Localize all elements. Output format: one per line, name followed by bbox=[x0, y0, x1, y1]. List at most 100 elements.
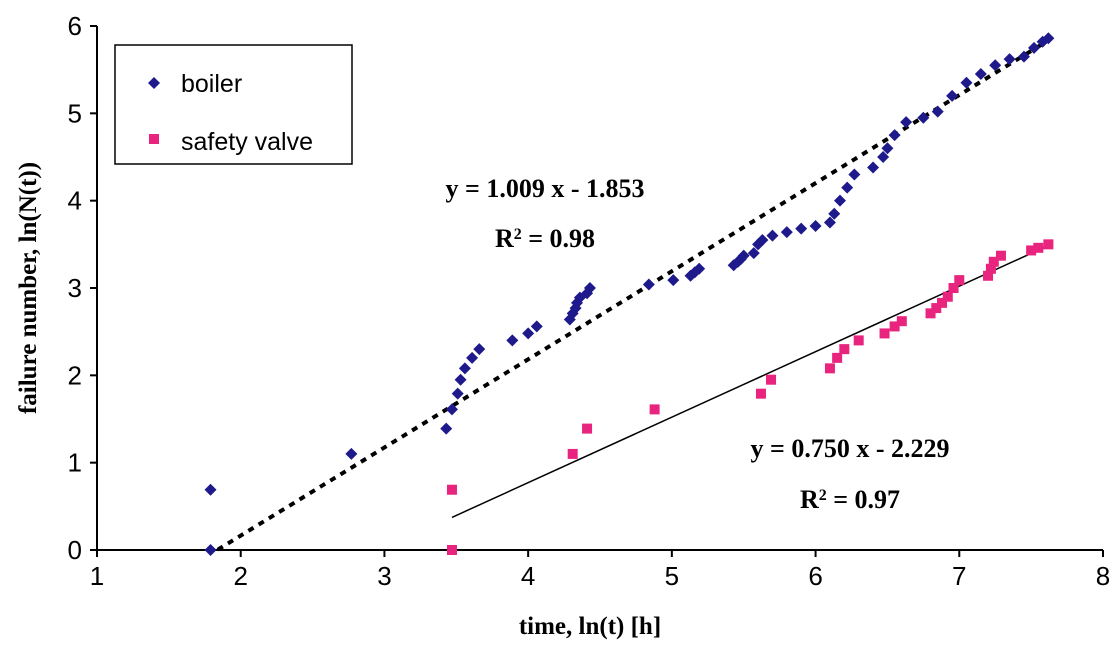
boiler-point bbox=[780, 226, 793, 239]
boiler-point bbox=[737, 249, 750, 262]
y-tick-label: 1 bbox=[68, 448, 82, 478]
y-tick-label: 6 bbox=[68, 11, 82, 41]
boiler-point bbox=[522, 327, 535, 340]
legend-safety-valve-label: safety valve bbox=[181, 128, 313, 156]
legend: boiler safety valve bbox=[114, 44, 353, 165]
boiler-point bbox=[974, 68, 987, 81]
boiler-point bbox=[454, 373, 467, 386]
boiler-point bbox=[946, 89, 959, 102]
safety-valve-point bbox=[582, 423, 593, 434]
boiler-point bbox=[795, 222, 808, 235]
boiler-r2-text: R2 = 0.98 bbox=[495, 224, 595, 253]
boiler-point bbox=[204, 544, 217, 556]
safety-valve-point bbox=[995, 250, 1006, 261]
safety-valve-trend-equation: y = 0.750 x - 2.229 R2 = 0.97 bbox=[751, 434, 950, 514]
x-tick-label: 3 bbox=[377, 561, 391, 591]
boiler-point bbox=[888, 129, 901, 142]
safety-valve-r2-text: R2 = 0.97 bbox=[800, 485, 900, 514]
x-axis-title: time, ln(t) [h] bbox=[519, 613, 661, 640]
y-axis-title: failure number, ln(N(t)) bbox=[15, 162, 42, 414]
safety-valve-point bbox=[567, 448, 578, 459]
safety-valve-point bbox=[1033, 242, 1044, 253]
data-points bbox=[204, 32, 1055, 556]
safety-valve-point bbox=[832, 352, 843, 363]
boiler-point bbox=[345, 447, 358, 460]
boiler-equation-text: y = 1.009 x - 1.853 bbox=[446, 174, 645, 203]
safety-valve-point bbox=[824, 363, 835, 374]
boiler-point bbox=[473, 343, 486, 356]
boiler-point bbox=[451, 387, 464, 400]
boiler-point bbox=[466, 351, 479, 364]
boiler-point bbox=[900, 116, 913, 129]
y-tick-label: 3 bbox=[68, 273, 82, 303]
safety-valve-point bbox=[1026, 245, 1037, 256]
legend-box bbox=[114, 44, 353, 165]
legend-boiler-marker bbox=[148, 77, 160, 89]
boiler-point bbox=[1017, 50, 1030, 63]
x-ticks: 1 2 3 4 5 6 7 8 bbox=[90, 550, 1110, 591]
boiler-point bbox=[693, 262, 706, 275]
y-ticks: 0 1 2 3 4 5 6 bbox=[68, 11, 97, 565]
x-tick-label: 6 bbox=[808, 561, 822, 591]
boiler-point bbox=[642, 278, 655, 291]
legend-item-safety-valve: safety valve bbox=[149, 128, 313, 156]
x-tick-label: 2 bbox=[233, 561, 247, 591]
boiler-point bbox=[506, 334, 519, 347]
boiler-point bbox=[867, 161, 880, 174]
boiler-point bbox=[848, 168, 861, 181]
x-tick-label: 1 bbox=[90, 561, 104, 591]
safety-valve-point bbox=[948, 283, 959, 293]
boiler-point bbox=[667, 274, 680, 287]
boiler-point bbox=[1028, 41, 1041, 54]
legend-boiler-label: boiler bbox=[181, 70, 242, 98]
safety-valve-point bbox=[925, 308, 936, 319]
x-tick-label: 8 bbox=[1096, 561, 1110, 591]
safety-valve-point bbox=[985, 263, 996, 274]
x-tick-label: 4 bbox=[521, 561, 535, 591]
safety-valve-point bbox=[1043, 239, 1054, 250]
safety-valve-point bbox=[937, 297, 948, 308]
y-tick-label: 5 bbox=[68, 98, 82, 128]
safety-valve-point bbox=[446, 545, 457, 555]
legend-item-boiler: boiler bbox=[148, 70, 242, 98]
safety-valve-point bbox=[879, 328, 890, 339]
boiler-series bbox=[204, 32, 1055, 556]
safety-valve-point bbox=[889, 321, 900, 332]
boiler-point bbox=[881, 142, 894, 155]
safety-valve-series bbox=[446, 239, 1054, 555]
boiler-point bbox=[747, 247, 760, 260]
safety-valve-point bbox=[954, 275, 965, 286]
boiler-point bbox=[931, 105, 944, 118]
y-tick-label: 2 bbox=[68, 360, 82, 390]
legend-safety-valve-marker bbox=[149, 134, 159, 144]
boiler-point bbox=[458, 362, 471, 375]
safety-valve-point bbox=[839, 344, 850, 355]
boiler-point bbox=[989, 59, 1002, 72]
boiler-point bbox=[834, 194, 847, 207]
safety-valve-point bbox=[853, 335, 864, 346]
boiler-point bbox=[204, 483, 217, 496]
boiler-point bbox=[440, 422, 453, 435]
safety-valve-point bbox=[988, 256, 999, 267]
boiler-point bbox=[828, 207, 841, 220]
boiler-point bbox=[877, 151, 890, 163]
boiler-trend-equation: y = 1.009 x - 1.853 R2 = 0.98 bbox=[446, 174, 645, 253]
boiler-point bbox=[756, 233, 769, 246]
boiler-point bbox=[917, 111, 930, 124]
safety-valve-equation-text: y = 0.750 x - 2.229 bbox=[751, 434, 950, 463]
safety-valve-point bbox=[942, 291, 953, 302]
boiler-point bbox=[823, 216, 836, 229]
boiler-point bbox=[809, 219, 822, 232]
boiler-point bbox=[583, 282, 596, 294]
boiler-point bbox=[841, 181, 854, 194]
safety-valve-point bbox=[649, 404, 660, 415]
safety-valve-point bbox=[766, 374, 777, 385]
boiler-point bbox=[960, 76, 973, 89]
safety-valve-point bbox=[896, 316, 907, 327]
y-tick-label: 0 bbox=[68, 535, 82, 565]
x-tick-label: 5 bbox=[665, 561, 679, 591]
safety-valve-point bbox=[931, 303, 942, 314]
x-tick-label: 7 bbox=[952, 561, 966, 591]
